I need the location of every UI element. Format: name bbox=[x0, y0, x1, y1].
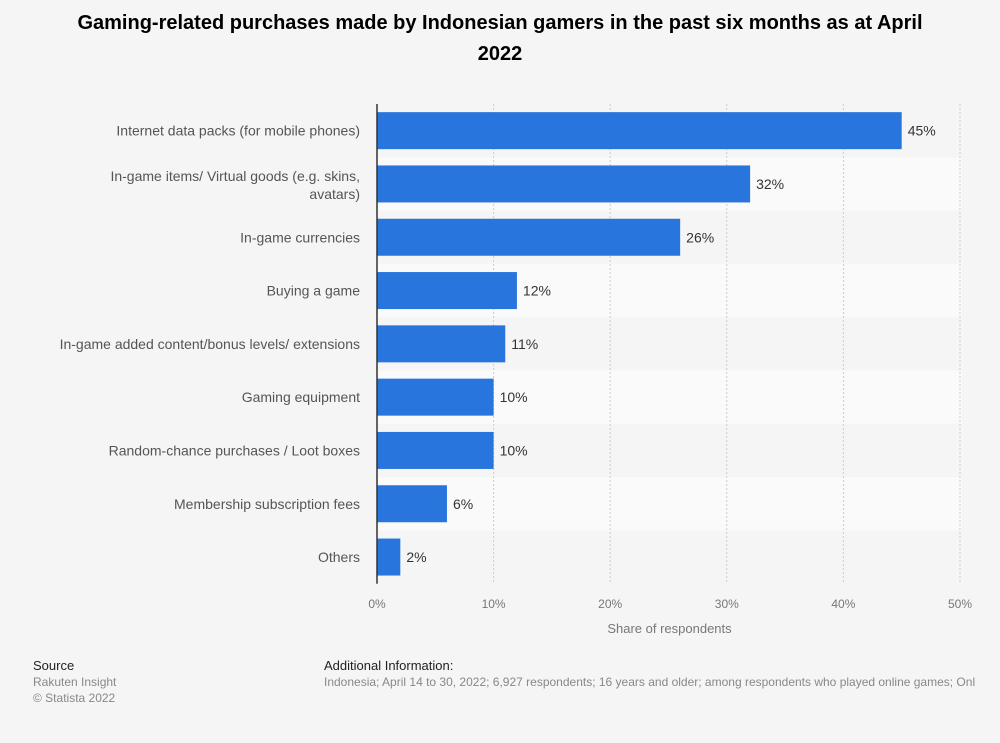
bar-chart: 0% 10% 20% 30% 40% 50% Share of respondents 45%… bbox=[60, 104, 972, 636]
bar bbox=[377, 272, 517, 310]
info-text: Indonesia; April 14 to 30, 2022; 6,927 r… bbox=[324, 675, 976, 689]
category-label: In-game added content/bonus levels/ exte… bbox=[60, 336, 360, 352]
x-axis-title: Share of respondents bbox=[607, 621, 732, 636]
category-label: avatars) bbox=[309, 186, 360, 202]
category-label: In-game items/ Virtual goods (e.g. skins… bbox=[110, 168, 360, 184]
bar bbox=[377, 485, 447, 523]
source-name[interactable]: Rakuten Insight bbox=[33, 675, 117, 689]
data-label: 12% bbox=[523, 283, 551, 299]
bar bbox=[377, 431, 494, 469]
bar bbox=[377, 218, 681, 256]
data-label: 26% bbox=[686, 229, 714, 245]
bar bbox=[377, 325, 506, 363]
category-label: Buying a game bbox=[267, 283, 361, 299]
bar bbox=[377, 538, 401, 576]
data-label: 2% bbox=[406, 549, 426, 565]
source-block: Source Rakuten Insight © Statista 2022 bbox=[33, 658, 116, 706]
x-tick-label: 40% bbox=[831, 597, 855, 611]
x-tick-label: 50% bbox=[948, 597, 972, 611]
data-label: 45% bbox=[908, 123, 936, 139]
info-block: Additional Information: Indonesia; April… bbox=[324, 658, 975, 690]
bar bbox=[377, 165, 751, 203]
category-label: Membership subscription fees bbox=[174, 496, 360, 512]
data-label: 11% bbox=[511, 336, 538, 352]
x-tick-label: 0% bbox=[368, 597, 386, 611]
category-label: In-game currencies bbox=[240, 229, 360, 245]
bar bbox=[377, 112, 902, 150]
info-heading: Additional Information: bbox=[324, 658, 454, 673]
bar bbox=[377, 378, 494, 416]
category-label: Random-chance purchases / Loot boxes bbox=[109, 442, 360, 458]
x-tick-label: 20% bbox=[598, 597, 622, 611]
data-label: 10% bbox=[500, 389, 528, 405]
copyright: © Statista 2022 bbox=[33, 691, 116, 705]
data-label: 32% bbox=[756, 176, 784, 192]
data-label: 6% bbox=[453, 496, 473, 512]
source-heading: Source bbox=[33, 658, 75, 673]
chart-title: Gaming-related purchases made by Indones… bbox=[77, 12, 923, 65]
row-band bbox=[377, 477, 962, 531]
data-label: 10% bbox=[500, 442, 528, 458]
category-label: Others bbox=[318, 549, 360, 565]
category-label: Gaming equipment bbox=[242, 389, 360, 405]
x-tick-label: 30% bbox=[715, 597, 739, 611]
category-label: Internet data packs (for mobile phones) bbox=[116, 123, 360, 139]
x-tick-label: 10% bbox=[482, 597, 506, 611]
